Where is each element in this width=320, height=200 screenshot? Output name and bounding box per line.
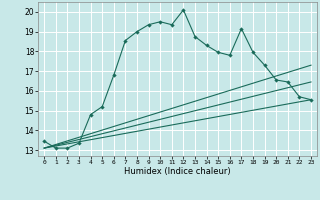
X-axis label: Humidex (Indice chaleur): Humidex (Indice chaleur) [124, 167, 231, 176]
